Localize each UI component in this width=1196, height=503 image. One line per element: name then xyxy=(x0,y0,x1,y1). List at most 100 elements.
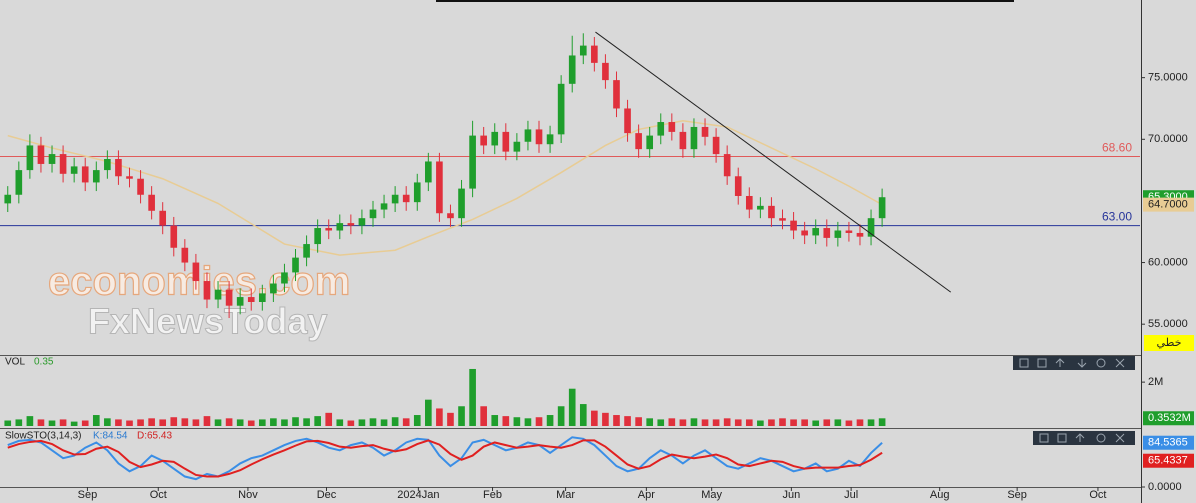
volume-bar xyxy=(491,415,499,426)
stochastic-k-label: K:84.54 xyxy=(93,431,128,442)
style-label[interactable]: خطي xyxy=(1157,337,1182,349)
volume-bar xyxy=(402,418,410,426)
candle-body xyxy=(314,228,321,245)
volume-bar xyxy=(314,416,321,426)
volume-bar xyxy=(591,410,598,426)
volume-bar xyxy=(856,419,864,426)
volume-bar xyxy=(513,417,521,426)
volume-bar xyxy=(70,421,78,426)
candle-body xyxy=(613,80,620,109)
price-tag-label: 0.3532M xyxy=(1148,412,1191,424)
x-tick-label: Oct xyxy=(150,489,167,501)
toolbar-icon[interactable] xyxy=(1057,433,1067,443)
volume-bar xyxy=(679,419,687,426)
volume-bar xyxy=(812,420,820,426)
x-tick-label: Sep xyxy=(78,489,98,501)
x-tick-label: Mar xyxy=(556,489,575,501)
candle-body xyxy=(126,176,133,179)
candle-body xyxy=(535,129,543,145)
candle-body xyxy=(834,230,842,238)
toolbar-icon[interactable] xyxy=(1096,433,1106,443)
toolbar-icon[interactable] xyxy=(1037,358,1047,368)
price-tag-label: 64.7000 xyxy=(1148,199,1188,211)
candle-body xyxy=(336,223,344,231)
toolbar-icon[interactable] xyxy=(1077,359,1087,368)
y-tick-label: 0.0000 xyxy=(1148,481,1182,493)
volume-bar xyxy=(380,419,388,426)
volume-title: VOL xyxy=(5,357,25,368)
candle-body xyxy=(657,122,665,136)
volume-bar xyxy=(15,419,23,426)
candle-body xyxy=(745,195,753,210)
candle-body xyxy=(402,194,410,203)
stochastic-d xyxy=(7,439,883,478)
volume-bar xyxy=(59,419,67,426)
volume-bar xyxy=(325,412,333,426)
candle-body xyxy=(170,225,178,248)
price-tag-label: 84.5365 xyxy=(1148,437,1188,449)
volume-bar xyxy=(292,417,299,426)
top-bar xyxy=(436,0,1014,2)
volume-bar xyxy=(170,417,178,426)
y-tick-label: 2M xyxy=(1148,376,1163,388)
volume-bar xyxy=(646,418,654,426)
volume-bar xyxy=(203,416,211,426)
x-tick-label: Aug xyxy=(930,489,950,501)
volume-bar xyxy=(247,420,255,426)
candle-body xyxy=(712,136,720,155)
toolbar-icon[interactable] xyxy=(1115,433,1125,443)
volume-bar xyxy=(745,419,753,426)
volume-bar xyxy=(480,406,487,426)
volume-bar xyxy=(801,419,808,426)
price-tag xyxy=(1143,197,1194,212)
toolbar-icon[interactable] xyxy=(1075,433,1085,442)
stochastic-d-label: D:65.43 xyxy=(137,431,172,442)
volume-bar xyxy=(734,419,742,426)
volume-bar xyxy=(104,418,111,426)
candle-body xyxy=(380,203,388,210)
candle-body xyxy=(81,166,89,183)
volume-bar xyxy=(690,418,698,426)
candle-body xyxy=(679,131,687,150)
volume-bar xyxy=(712,419,720,426)
candle-body xyxy=(48,154,56,164)
style-tag[interactable] xyxy=(1144,335,1194,351)
toolbar-icon[interactable] xyxy=(1055,358,1065,367)
candle-body xyxy=(812,228,820,236)
candle-body xyxy=(115,159,122,177)
candle-body xyxy=(568,55,576,84)
volume-bar xyxy=(757,420,764,426)
x-tick-label: 2024Jan xyxy=(397,489,439,501)
candle-body xyxy=(734,176,742,196)
volume-bar xyxy=(48,420,56,426)
toolbar-icon[interactable] xyxy=(1019,358,1029,368)
x-tick-label: Jun xyxy=(782,489,800,501)
volume-bar xyxy=(779,418,786,426)
candle-body xyxy=(436,161,443,214)
volume-bar xyxy=(413,415,421,426)
volume-bar xyxy=(115,419,122,426)
volume-bar xyxy=(701,419,709,426)
toolbar-icon[interactable] xyxy=(1039,433,1049,443)
stochastic-title: SlowSTO(3,14,3) xyxy=(5,431,82,442)
toolbar-icon[interactable] xyxy=(1096,358,1106,368)
volume-bar xyxy=(557,406,565,426)
volume-toolbar xyxy=(1013,356,1135,370)
candle-body xyxy=(192,262,200,282)
candle-body xyxy=(225,289,233,306)
volume-bar xyxy=(579,404,587,426)
volume-bar xyxy=(613,415,620,426)
candle-body xyxy=(867,218,875,237)
candle-body xyxy=(591,45,598,63)
candle-body xyxy=(159,210,167,226)
volume-bar xyxy=(192,419,200,426)
toolbar-icon[interactable] xyxy=(1115,358,1125,368)
x-tick-label: Sep xyxy=(1007,489,1027,501)
volume-bar xyxy=(159,419,167,426)
candle-body xyxy=(26,145,34,171)
candle-body xyxy=(15,170,23,195)
watermark-text: FxNewsToday xyxy=(88,301,327,342)
x-tick-label: Apr xyxy=(638,489,655,501)
